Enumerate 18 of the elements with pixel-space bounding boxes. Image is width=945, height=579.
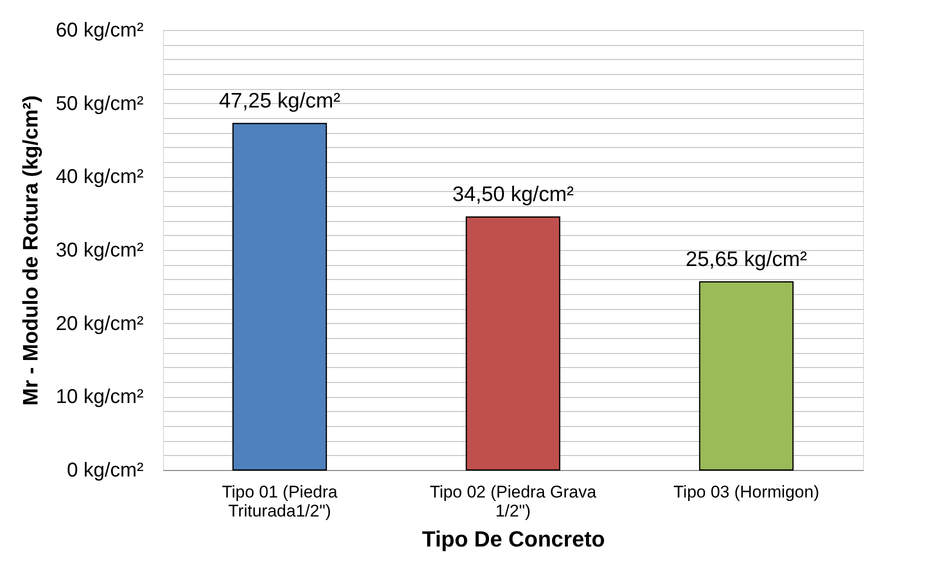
y-tick-label: 10 kg/cm²	[56, 386, 144, 408]
bar	[699, 281, 794, 471]
bar	[232, 122, 327, 471]
y-tick-label: 30 kg/cm²	[56, 240, 144, 262]
y-tick-label: 60 kg/cm²	[56, 20, 144, 42]
data-label: 47,25 kg/cm²	[218, 90, 340, 112]
y-tick-label: 50 kg/cm²	[56, 92, 144, 115]
bar	[466, 216, 560, 471]
y-tick-label: 0 kg/cm²	[66, 460, 144, 482]
data-label: 34,50 kg/cm²	[452, 183, 574, 206]
x-tick-label: Tipo 03 (Hormigon)	[673, 482, 820, 502]
x-axis-title: Tipo De Concreto	[422, 526, 605, 552]
x-tick-label: Tipo 01 (Piedra Triturada1/2")	[222, 482, 338, 520]
data-label: 25,65 kg/cm²	[686, 248, 808, 271]
y-tick-label: 20 kg/cm²	[56, 312, 144, 335]
y-axis-title: Mr - Modulo de Rotura (kg/cm²)	[20, 95, 43, 406]
x-tick-label: Tipo 02 (Piedra Grava 1/2")	[430, 482, 597, 520]
y-tick-label: 40 kg/cm²	[56, 166, 144, 188]
